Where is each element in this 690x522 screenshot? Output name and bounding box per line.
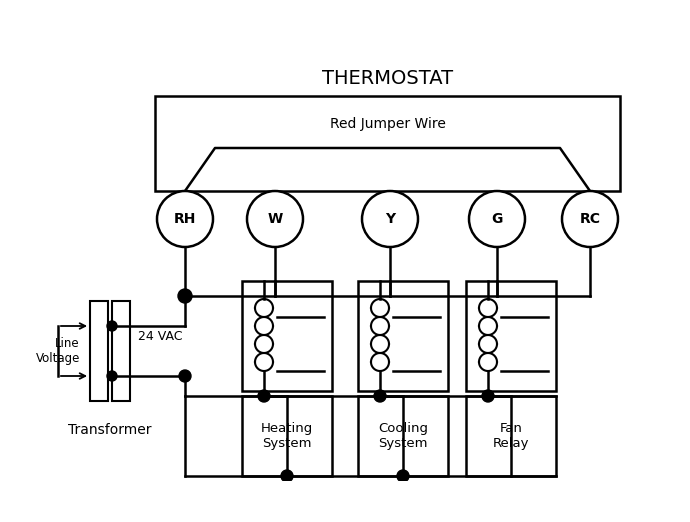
Circle shape [157,191,213,247]
Bar [155,96,620,191]
Text: RC: RC [580,212,600,226]
Bar [242,396,332,476]
Text: 24 VAC: 24 VAC [138,329,182,342]
Text: G: G [491,212,503,226]
Text: Fan
Relay: Fan Relay [493,422,529,450]
Text: Transformer: Transformer [68,423,152,437]
Text: Y: Y [385,212,395,226]
Circle shape [562,191,618,247]
Text: Heating
System: Heating System [261,422,313,450]
Circle shape [179,370,191,382]
Bar [466,396,556,476]
Circle shape [469,191,525,247]
Circle shape [397,470,409,482]
Text: W: W [268,212,283,226]
Bar [358,396,448,476]
Bar [112,301,130,401]
Circle shape [281,470,293,482]
Circle shape [247,191,303,247]
Circle shape [374,390,386,402]
Text: Line
Voltage: Line Voltage [36,337,80,365]
Text: THERMOSTAT: THERMOSTAT [322,69,453,88]
Circle shape [362,191,418,247]
Text: RH: RH [174,212,196,226]
Circle shape [482,390,494,402]
Circle shape [258,390,270,402]
Circle shape [107,371,117,381]
Bar [242,281,332,391]
Text: Cooling
System: Cooling System [378,422,428,450]
Bar [90,301,108,401]
Bar [466,281,556,391]
Circle shape [107,321,117,331]
Text: Red Jumper Wire: Red Jumper Wire [330,117,446,131]
Bar [358,281,448,391]
Circle shape [178,289,192,303]
